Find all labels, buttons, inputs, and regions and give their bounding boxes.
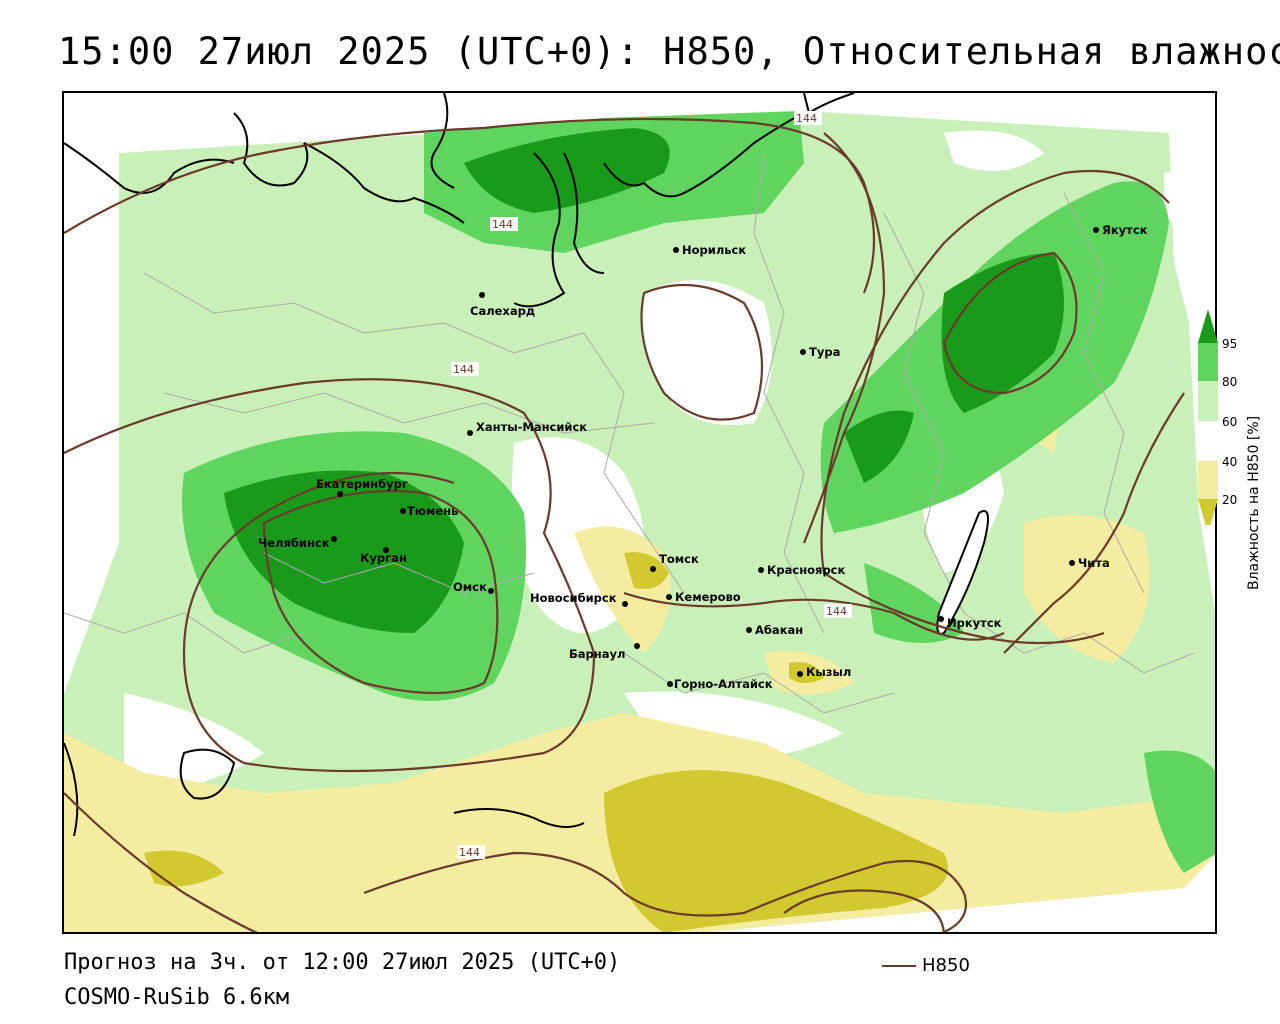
h850-contour <box>1003 392 1185 654</box>
contour-label: 144 <box>826 605 847 618</box>
legend-swatch-60-80 <box>1198 381 1218 421</box>
contour-key: H850 <box>882 955 970 976</box>
legend-tick-40: 40 <box>1222 455 1238 469</box>
city-label: Новосибирск <box>530 591 617 605</box>
city-dot <box>1069 560 1075 566</box>
city-markers: Якутск Норильск Салехард Тура Ханты-Мансийск… <box>258 223 1148 691</box>
legend-tick-80: 80 <box>1222 375 1238 389</box>
legend-swatch-20-40 <box>1198 461 1218 499</box>
contour-key-line <box>882 965 916 967</box>
city-dot <box>383 547 389 553</box>
city-dot <box>666 594 672 600</box>
city-dot <box>758 567 764 573</box>
h850-contour <box>363 851 968 932</box>
city-dot <box>488 588 494 594</box>
legend-swatch-very-dry-bottom <box>1198 499 1218 525</box>
city-dot <box>622 601 628 607</box>
city-label: Курган <box>360 551 407 565</box>
city-label: Норильск <box>682 243 746 257</box>
legend-tick-95: 95 <box>1222 337 1238 351</box>
city-dot <box>479 292 485 298</box>
city-label: Екатеринбург <box>316 477 408 491</box>
city-dot <box>331 536 337 542</box>
contour-label: 144 <box>459 846 480 859</box>
legend-swatch-80-95 <box>1198 343 1218 381</box>
region-borders <box>64 152 1195 714</box>
city-label: Тура <box>809 345 840 359</box>
map-frame: 144 144 144 144 144 Якутск Норильск Салеха… <box>62 91 1217 934</box>
city-dot <box>1093 227 1099 233</box>
h850-contour <box>262 489 499 695</box>
city-label: Салехард <box>470 304 535 318</box>
city-label: Иркутск <box>947 616 1002 630</box>
city-dot <box>938 616 944 622</box>
map-title: 15:00 27июл 2025 (UTC+0): H850, Относите… <box>58 30 1280 73</box>
legend-colorbar <box>1198 309 1218 525</box>
h850-contours <box>64 117 1185 932</box>
city-dot <box>634 643 640 649</box>
city-label: Барнаул <box>569 647 625 661</box>
city-dot <box>800 349 806 355</box>
city-label: Тюмень <box>407 504 458 518</box>
city-label: Чита <box>1078 556 1110 570</box>
city-label: Ханты-Мансийск <box>476 420 587 434</box>
city-dot <box>467 430 473 436</box>
h850-contour <box>64 792 258 932</box>
contour-key-label: H850 <box>922 955 970 976</box>
city-label: Красноярск <box>767 563 845 577</box>
h850-contour <box>64 117 876 294</box>
city-label: Абакан <box>755 623 803 637</box>
coastlines <box>64 93 855 837</box>
city-dot <box>650 566 656 572</box>
city-dot <box>673 247 679 253</box>
city-dot <box>400 508 406 514</box>
city-label: Омск <box>453 580 487 594</box>
forecast-info: Прогноз на 3ч. от 12:00 27июл 2025 (UTC+… <box>64 950 621 975</box>
contour-labels: 144 144 144 144 144 <box>451 111 852 859</box>
city-dot <box>746 627 752 633</box>
humidity-legend: 95 80 60 40 20 <box>1196 305 1280 595</box>
city-dot <box>797 671 803 677</box>
lake-baikal <box>936 510 989 635</box>
h850-contour <box>623 591 1005 641</box>
contour-label: 144 <box>492 218 513 231</box>
model-info: COSMO-RuSib 6.6км <box>64 985 290 1010</box>
city-label: Томск <box>659 552 699 566</box>
h850-contour <box>64 378 596 773</box>
city-label: Челябинск <box>258 536 330 550</box>
city-label: Якутск <box>1102 223 1148 237</box>
humidity-map: 144 144 144 144 144 Якутск Норильск Салеха… <box>64 93 1215 932</box>
city-dot <box>337 491 343 497</box>
legend-tick-20: 20 <box>1222 493 1238 507</box>
legend-title: Влажность на H850 [%] <box>1246 415 1262 590</box>
legend-swatch-very-wet-top <box>1198 309 1218 343</box>
h850-contour <box>942 251 1078 395</box>
h850-contour <box>783 889 945 932</box>
legend-tick-60: 60 <box>1222 415 1238 429</box>
city-dot <box>667 681 673 687</box>
contour-label: 144 <box>453 363 474 376</box>
city-label: Кемерово <box>675 590 741 604</box>
h850-contour <box>640 283 764 421</box>
city-label: Кызыл <box>806 665 851 679</box>
h850-contour <box>820 169 1170 645</box>
city-label: Горно-Алтайск <box>674 677 773 691</box>
contour-label: 144 <box>796 112 817 125</box>
very-wet-areas <box>224 128 1064 633</box>
legend-swatch-40-60 <box>1198 421 1218 461</box>
